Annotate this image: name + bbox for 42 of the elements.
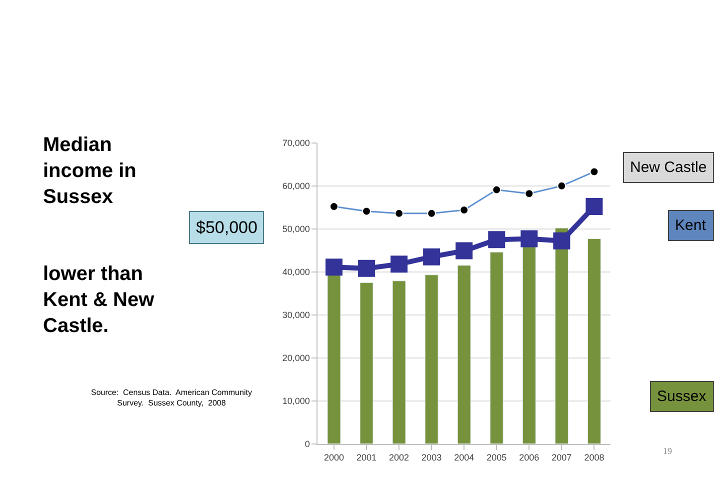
y-tick-label: 20,000 — [282, 352, 310, 363]
text: lower than Kent & New Castle. — [43, 263, 155, 337]
text: Median income in Sussex — [43, 134, 136, 208]
x-tick-label: 2007 — [552, 452, 572, 463]
point — [456, 242, 473, 260]
y-tick-label: 10,000 — [282, 396, 310, 406]
x-tick-label: 2002 — [389, 452, 410, 463]
point — [325, 258, 342, 276]
x-tick-label: 2001 — [356, 452, 377, 463]
bar — [490, 252, 504, 444]
bar — [587, 238, 601, 444]
x-tick-label: 2005 — [486, 452, 507, 463]
point — [423, 248, 440, 266]
x-tick-label: 2004 — [454, 452, 474, 463]
bar — [327, 274, 341, 444]
x-tick-label: 2008 — [584, 452, 604, 463]
bar — [392, 280, 406, 444]
y-tick-label: 40,000 — [282, 267, 310, 278]
point — [488, 231, 506, 248]
text: $50,000 — [196, 218, 258, 237]
bar — [424, 274, 438, 444]
y-tick-label: 60,000 — [282, 181, 310, 192]
point — [390, 256, 408, 273]
point — [520, 230, 538, 248]
x-tick-label: 2003 — [422, 452, 442, 463]
x-tick-label: 2000 — [324, 452, 344, 463]
bar — [554, 228, 568, 444]
text: 19 — [663, 446, 672, 456]
y-tick-label: 0 — [304, 438, 310, 449]
y-tick-label: 30,000 — [282, 310, 310, 320]
x-tick-label: 2006 — [519, 452, 540, 463]
y-tick-label: 70,000 — [282, 138, 310, 148]
text: Kent — [675, 217, 707, 234]
bar — [457, 265, 471, 444]
point — [358, 260, 376, 277]
text: Sussex — [657, 388, 707, 405]
text: New Castle — [630, 159, 707, 176]
source-note: Source: Census Data. American Community Survey. Sussex County, 2008 — [91, 388, 252, 408]
point — [553, 232, 570, 250]
bar — [360, 282, 374, 444]
point — [586, 198, 603, 216]
y-tick-label: 50,000 — [282, 224, 310, 234]
